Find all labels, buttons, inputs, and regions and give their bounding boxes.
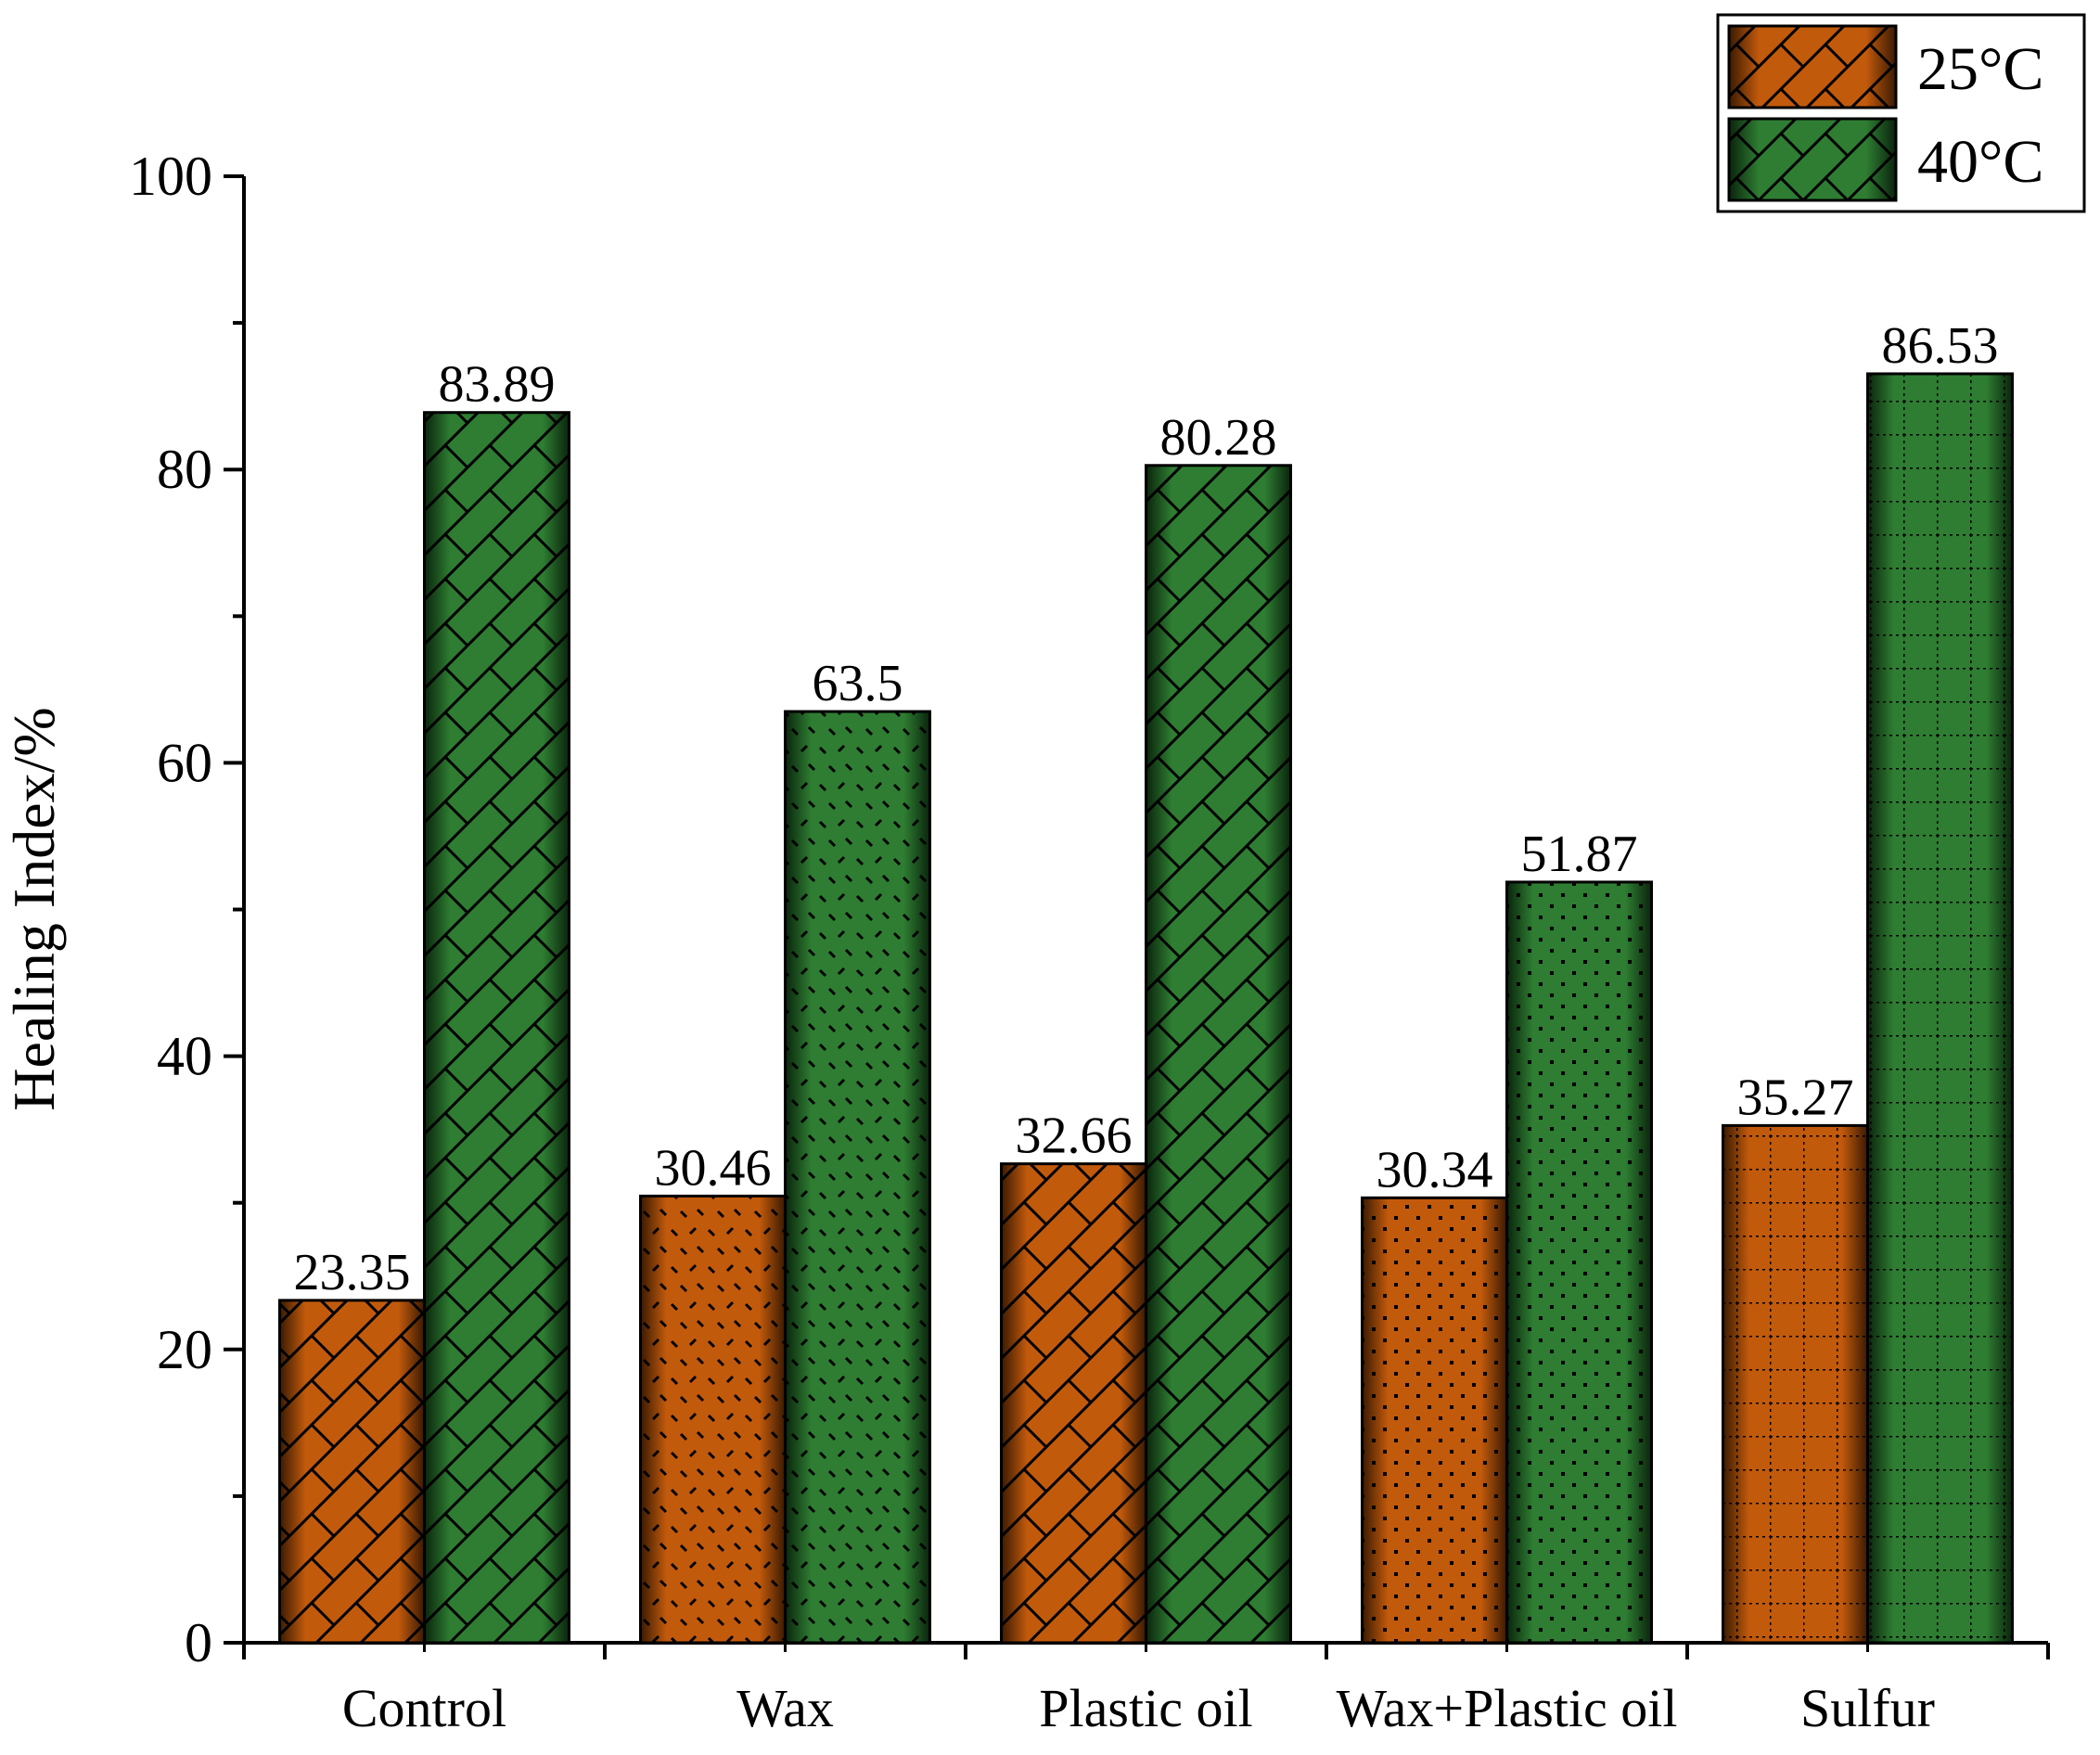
y-tick-label: 0 (185, 1612, 212, 1673)
y-axis-title: Healing Index/% (1, 707, 67, 1110)
bar (1145, 464, 1292, 1645)
bar (1361, 1196, 1508, 1645)
y-tick-label: 80 (157, 439, 212, 500)
bar (423, 411, 570, 1645)
axes: 0 20 40 60 80 100 Control Wax Plastic oil Wax+Pla… (129, 146, 2050, 1738)
bar-value-label: 80.28 (1160, 409, 1277, 467)
y-tick-label: 20 (157, 1319, 212, 1380)
bar-value-label: 30.46 (655, 1139, 772, 1197)
bars (278, 372, 2014, 1645)
x-category-label: Plastic oil (1039, 1678, 1252, 1738)
x-category-label: Wax+Plastic oil (1337, 1678, 1678, 1738)
bar-value-label: 83.89 (439, 356, 556, 414)
bar-value-label: 23.35 (294, 1244, 411, 1301)
bar (1000, 1162, 1147, 1645)
bar (1505, 880, 1653, 1645)
bar-value-label: 51.87 (1521, 826, 1638, 883)
bar (278, 1299, 426, 1645)
legend-swatch (1727, 117, 1898, 202)
x-category-label: Control (342, 1678, 506, 1738)
bar-value-label: 30.34 (1377, 1141, 1493, 1198)
bar (639, 1194, 787, 1645)
bar-value-label: 35.27 (1737, 1069, 1854, 1126)
x-category-label: Wax (736, 1678, 834, 1738)
bar-value-label: 86.53 (1882, 317, 1999, 375)
bar-value-label: 32.66 (1016, 1108, 1133, 1165)
y-tick-label: 60 (157, 732, 212, 793)
legend-label: 40°C (1917, 128, 2043, 196)
bar (1722, 1123, 1869, 1645)
data-labels: 23.35 30.46 32.66 30.34 35.27 83.89 63.5 80.28 5… (294, 317, 1999, 1301)
y-tick-label: 40 (157, 1026, 212, 1087)
y-tick-label: 100 (129, 146, 212, 207)
bar (1866, 372, 2014, 1645)
bar (784, 710, 931, 1645)
legend-swatch (1727, 24, 1898, 109)
bar-value-label: 63.5 (813, 655, 903, 712)
x-category-label: Sulfur (1800, 1678, 1935, 1738)
legend: 25°C 40°C (1716, 13, 2086, 213)
legend-label: 25°C (1917, 35, 2043, 103)
